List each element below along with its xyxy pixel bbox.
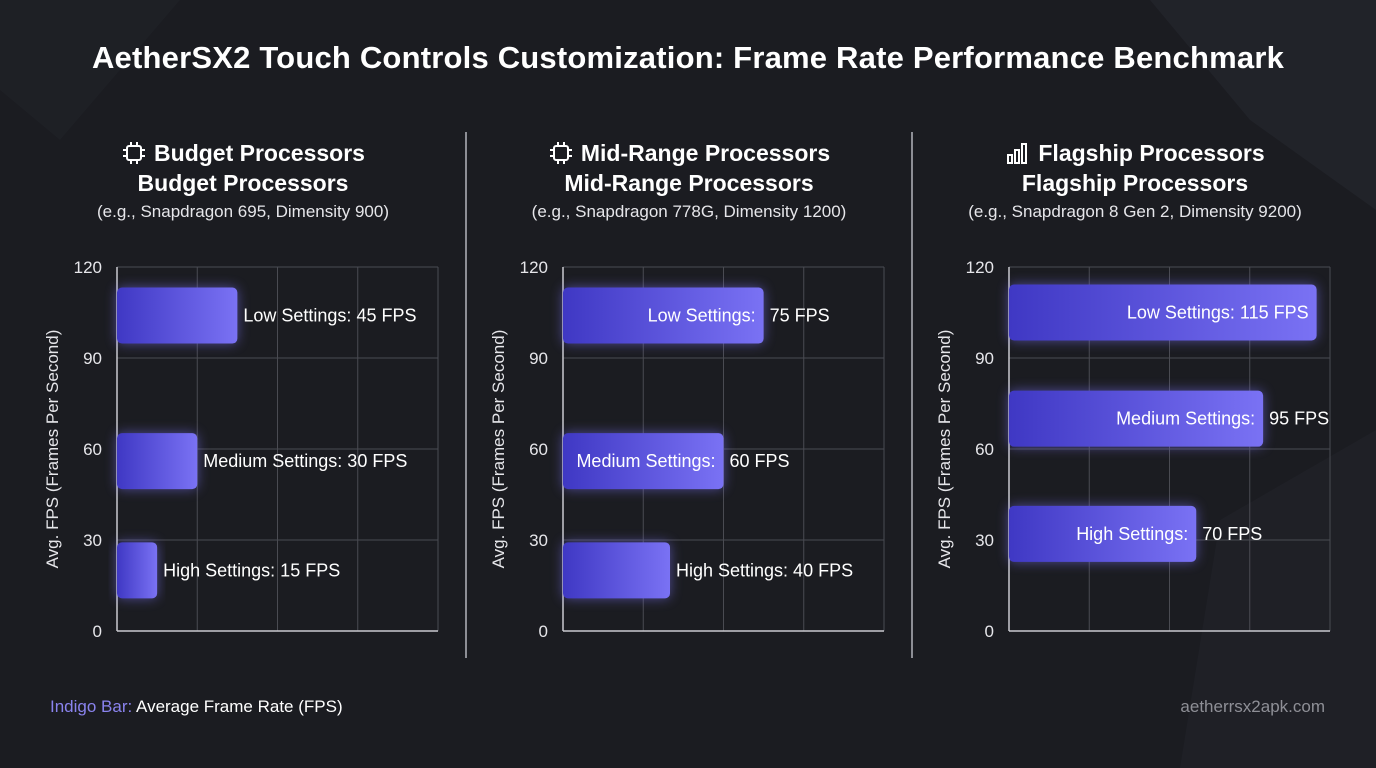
y-tick-label: 0 (93, 622, 102, 641)
bar-value-label: 70 FPS (1202, 524, 1262, 544)
y-tick-label: 30 (83, 531, 102, 550)
bar-label: Low Settings: 115 FPS (1127, 303, 1309, 323)
panel-mid-range: Mid-Range Processors Mid-Range Processor… (466, 130, 912, 670)
panel-divider (465, 132, 467, 658)
panel-title: Budget Processors (154, 140, 365, 166)
bar-label: High Settings: (1076, 524, 1188, 544)
bar (117, 542, 158, 599)
bar-group: Low Settings: 75 FPS (563, 287, 830, 344)
bar-group: High Settings: 70 FPS (1009, 505, 1262, 562)
y-tick-label: 90 (83, 349, 102, 368)
chart-budget: 0 30 60 90 120 Avg. FPS (Frames Per Second) Lo… (43, 258, 439, 641)
bar (563, 287, 764, 344)
chart-flagship: 0 30 60 90 120 Avg. FPS (Frames Per Second) Lo… (935, 258, 1331, 641)
y-tick-label: 120 (74, 258, 102, 277)
panel-header: Budget Processors Budget Processors (e.g… (20, 138, 466, 222)
y-tick-label: 60 (975, 440, 994, 459)
bar-value-label: 95 FPS (1269, 409, 1329, 429)
panel-header: Flagship Processors Flagship Processors … (912, 138, 1358, 222)
panel-title: Flagship Processors (1038, 140, 1265, 166)
y-tick-label: 30 (529, 531, 548, 550)
bar-label: Low Settings: (648, 306, 756, 326)
bar-label: Low Settings: 45 FPS (243, 306, 416, 326)
site-url: aetherrsx2apk.com (1180, 697, 1325, 716)
y-axis-label: Avg. FPS (Frames Per Second) (489, 330, 508, 569)
bar-group: High Settings: 40 FPS (563, 542, 853, 599)
y-tick-label: 30 (975, 531, 994, 550)
y-tick-label: 120 (966, 258, 994, 277)
bar-group: Low Settings: 45 FPS (117, 287, 416, 344)
legend-text: Average Frame Rate (FPS) (136, 697, 343, 716)
y-tick-label: 120 (520, 258, 548, 277)
panel-subtitle: (e.g., Snapdragon 778G, Dimensity 1200) (531, 202, 847, 221)
legend-key: Indigo Bar: (50, 697, 133, 716)
bar (563, 542, 670, 599)
y-tick-label: 90 (529, 349, 548, 368)
panel-header: Mid-Range Processors Mid-Range Processor… (466, 138, 912, 222)
panel-title-repeat: Flagship Processors (1021, 170, 1249, 196)
bar-label: Medium Settings: 30 FPS (203, 451, 407, 471)
bar-label: High Settings: 40 FPS (676, 560, 853, 580)
panel-flagship: Flagship Processors Flagship Processors … (912, 130, 1358, 670)
bar (117, 433, 198, 490)
y-tick-label: 0 (539, 622, 548, 641)
y-tick-label: 60 (529, 440, 548, 459)
bar-value-label: 75 FPS (770, 306, 830, 326)
bar-label: Medium Settings: (576, 451, 715, 471)
signal-bars-icon (1005, 140, 1031, 166)
chip-icon (548, 140, 574, 166)
bar-label: Medium Settings: (1116, 409, 1255, 429)
bar (1009, 505, 1197, 562)
panel-subtitle: (e.g., Snapdragon 8 Gen 2, Dimensity 920… (968, 202, 1302, 221)
chip-icon (121, 140, 147, 166)
bar (1009, 284, 1317, 341)
y-axis-label: Avg. FPS (Frames Per Second) (43, 330, 62, 569)
bar-group: High Settings: 15 FPS (117, 542, 340, 599)
panel-budget: Budget Processors Budget Processors (e.g… (20, 130, 466, 670)
panel-title-repeat: Budget Processors (137, 170, 349, 196)
bar (117, 287, 238, 344)
bar (1009, 390, 1264, 447)
y-tick-label: 60 (83, 440, 102, 459)
bar-group: Medium Settings: 95 FPS (1009, 390, 1329, 447)
bar-group: Medium Settings: 30 FPS (117, 433, 407, 490)
panel-title-repeat: Mid-Range Processors (564, 170, 814, 196)
y-tick-label: 90 (975, 349, 994, 368)
panel-title: Mid-Range Processors (580, 140, 831, 166)
panel-divider (911, 132, 913, 658)
bar-label: High Settings: 15 FPS (163, 560, 340, 580)
bar-value-label: 60 FPS (730, 451, 790, 471)
y-axis-label: Avg. FPS (Frames Per Second) (935, 330, 954, 569)
bar-group: Low Settings: 115 FPS (1009, 284, 1317, 341)
chart-mid-range: 0 30 60 90 120 Avg. FPS (Frames Per Second) Lo… (489, 258, 885, 641)
page-title: AetherSX2 Touch Controls Customization: … (91, 40, 1285, 75)
bar (563, 433, 724, 490)
legend: Indigo Bar: Average Frame Rate (FPS) (50, 697, 343, 717)
bar-group: Medium Settings: 60 FPS (563, 433, 790, 490)
y-tick-label: 0 (985, 622, 994, 641)
panel-subtitle: (e.g., Snapdragon 695, Dimensity 900) (96, 202, 389, 221)
